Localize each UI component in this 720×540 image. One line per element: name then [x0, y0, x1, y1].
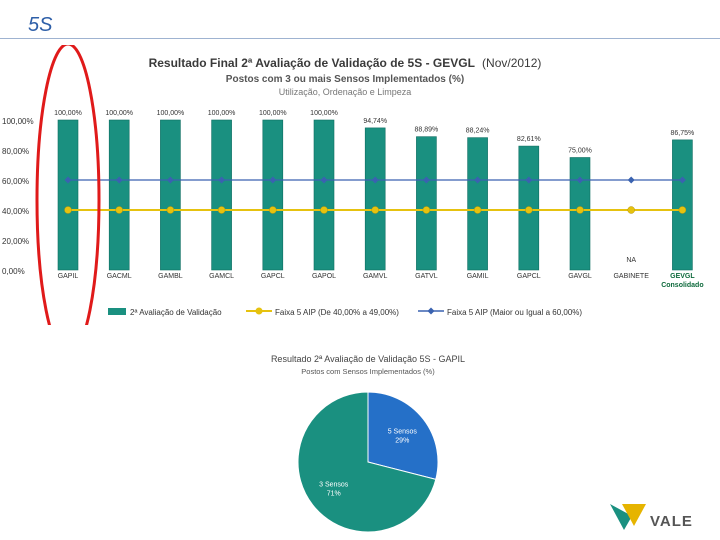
series-point-40 [678, 206, 687, 214]
pie-chart-title: Resultado 2ª Avaliação de Validação 5S -… [271, 354, 465, 364]
category-label: GAPCL [517, 273, 541, 280]
legend-yellow-marker [255, 307, 263, 315]
category-label: GAMCL [209, 273, 234, 280]
category-label: GACML [107, 273, 132, 280]
category-label: GAPOL [312, 273, 336, 280]
legend-bar-label: 2ª Avaliação de Validação [130, 308, 222, 317]
series-point-60 [166, 176, 174, 184]
series-point-60 [627, 176, 635, 184]
legend-yellow-label: Faixa 5 AIP (De 40,00% a 49,00%) [275, 308, 399, 317]
series-point-40 [422, 206, 431, 214]
pie-chart-subtitle: Postos com Sensos Implementados (%) [301, 367, 435, 376]
bar-chart-title: Resultado Final 2ª Avaliação de Validaçã… [149, 56, 542, 70]
bar-value-label: 75,00% [568, 148, 592, 155]
title-divider [0, 38, 720, 39]
series-point-40 [627, 206, 635, 214]
bar [211, 119, 232, 271]
series-point-40 [115, 206, 123, 214]
bar-value-label: 100,00% [105, 110, 133, 117]
bar [57, 119, 79, 271]
bar-value-label: 94,74% [363, 118, 387, 125]
series-point-40 [525, 206, 533, 214]
bar-value-label: 86,75% [671, 130, 695, 137]
category-label-line: Consolidado [661, 282, 703, 289]
bar-value-label: 100,00% [157, 110, 185, 117]
bar [313, 119, 335, 271]
category-label: GAVGL [568, 273, 592, 280]
bar-value-label: 100,00% [208, 110, 236, 117]
bar [108, 119, 130, 271]
category-label: GAPCL [261, 273, 285, 280]
series-point-60 [678, 176, 686, 184]
y-tick-label: 20,00% [2, 237, 29, 246]
highlight-circle [35, 45, 101, 325]
bar-value-label: 88,89% [415, 127, 439, 134]
y-tick-label: 80,00% [2, 147, 29, 156]
series-point-60 [474, 176, 482, 184]
bar [364, 127, 386, 271]
pie-slice-label: 3 Sensos [319, 482, 349, 489]
pie-slice-value: 29% [395, 437, 409, 444]
bar-value-label: 100,00% [310, 110, 338, 117]
series-point-60 [422, 176, 430, 184]
vale-logo-mark-green [610, 504, 632, 530]
series-point-40 [64, 206, 72, 214]
vale-logo: VALE [610, 504, 693, 530]
category-label: GAMVL [363, 273, 388, 280]
y-tick-label: 60,00% [2, 177, 29, 186]
series-point-60 [269, 176, 277, 184]
series-point-60 [218, 176, 226, 184]
y-tick-label: 100,00% [2, 117, 34, 126]
category-label: GAPIL [58, 273, 79, 280]
bar-value-label: 100,00% [259, 110, 287, 117]
bar [160, 119, 181, 271]
bar-value-label: 100,00% [54, 110, 82, 117]
series-point-60 [115, 176, 123, 184]
series-point-40 [473, 206, 482, 214]
legend-blue-marker [427, 307, 435, 315]
y-tick-label: 40,00% [2, 207, 29, 216]
bar [262, 119, 284, 271]
pie-slice [297, 391, 437, 533]
pie-slice-value: 71% [327, 491, 341, 498]
bar-chart-title-main: Resultado Final 2ª Avaliação de Validaçã… [149, 56, 475, 70]
bar-chart-subtitle: Postos com 3 ou mais Sensos Implementado… [226, 74, 464, 85]
series-point-40 [576, 206, 584, 214]
series-point-60 [320, 176, 328, 184]
series-point-40 [217, 206, 226, 214]
bar-chart: Resultado Final 2ª Avaliação de Validaçã… [2, 45, 704, 325]
pie-slice [367, 391, 439, 481]
bar [416, 136, 437, 271]
series-point-40 [166, 206, 175, 214]
slide-title: 5S [28, 14, 53, 36]
category-label: GATVL [415, 273, 438, 280]
category-label: GAMBL [158, 273, 183, 280]
category-label-line: GEVGL [670, 273, 695, 280]
bar-value-label: 88,24% [466, 128, 490, 135]
vale-logo-mark-yellow [622, 504, 646, 526]
bar [672, 139, 693, 271]
pie-chart: Resultado 2ª Avaliação de Validação 5S -… [271, 354, 465, 533]
series-point-60 [576, 176, 584, 184]
category-label: GEVGL Consolidado [661, 273, 703, 289]
series-point-60 [525, 176, 533, 184]
bar-chart-subtitle2: Utilização, Ordenação e Limpeza [279, 87, 412, 97]
series-point-60 [64, 176, 72, 184]
bar-chart-title-date: (Nov/2012) [482, 56, 541, 70]
pie-slice-label: 5 Sensos [388, 428, 418, 435]
bar [467, 137, 488, 271]
bar-chart-legend: 2ª Avaliação de Validação Faixa 5 AIP (D… [108, 307, 582, 317]
series-point-60 [371, 176, 379, 184]
series-point-40 [371, 206, 379, 214]
y-tick-label: 0,00% [2, 267, 25, 276]
series-point-40 [269, 206, 277, 214]
category-label: GABINETE [613, 273, 649, 280]
category-label: GAMIL [467, 273, 489, 280]
series-point-40 [320, 206, 328, 214]
vale-logo-text: VALE [650, 513, 693, 530]
bar-value-label: NA [626, 257, 636, 264]
legend-blue-label: Faixa 5 AIP (Maior ou Igual a 60,00%) [447, 308, 582, 317]
legend-bar-swatch [108, 308, 126, 315]
bar-value-label: 82,61% [517, 136, 541, 143]
